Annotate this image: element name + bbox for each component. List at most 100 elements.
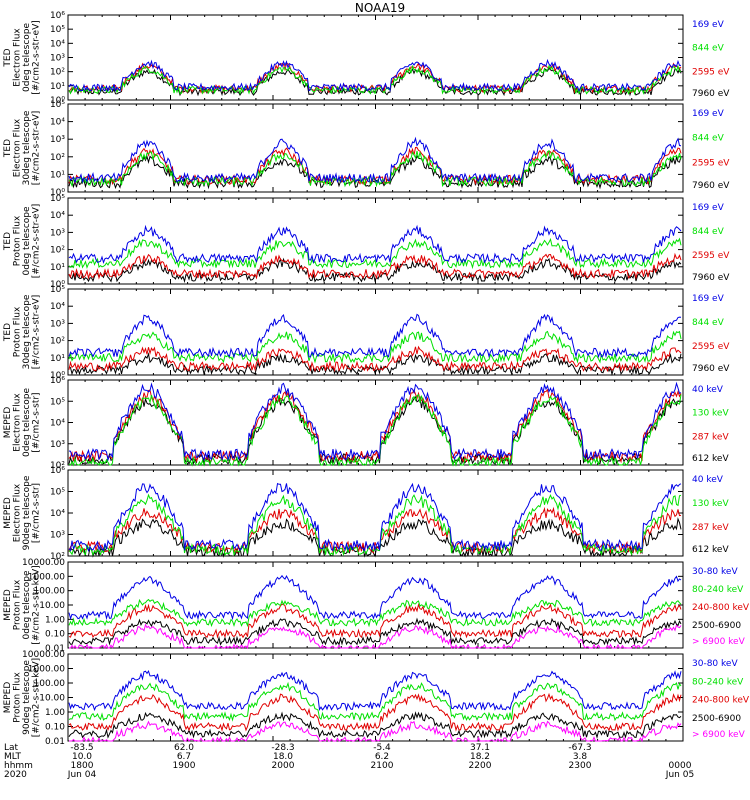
x-tick-label: 62.0 — [174, 743, 194, 753]
series-line — [68, 681, 682, 722]
y-axis-label-line: [#/cm2-s-str-eV] — [32, 111, 42, 186]
series-line — [68, 602, 682, 639]
y-axis-label-line: Proton Flux — [13, 215, 23, 266]
y-tick-label: 10³ — [50, 228, 65, 238]
y-tick-label: 10⁴ — [50, 39, 65, 49]
x-row-label: hhmm — [4, 761, 33, 771]
y-tick-label: 10⁵ — [50, 488, 65, 498]
legend-entry: 844 eV — [692, 318, 725, 328]
series-line — [68, 482, 682, 553]
legend-entry: 30-80 keV — [692, 567, 738, 577]
legend-entry: 80-240 keV — [692, 677, 744, 687]
legend-entry: 2595 eV — [692, 158, 730, 168]
series-line — [68, 313, 682, 359]
x-tick-label: 10.0 — [72, 752, 92, 762]
series-line — [68, 58, 681, 93]
y-axis-label-line: 0deg telescope — [22, 206, 32, 276]
series-line — [68, 257, 682, 284]
y-axis-label-line: Electron Flux — [13, 483, 23, 542]
series-line — [68, 517, 682, 558]
series-line — [68, 330, 682, 364]
x-tick-label: 2100 — [371, 761, 394, 771]
y-tick-label: 1.00 — [45, 615, 65, 625]
panel-ted-e-30: 10⁰ 10¹ 10² 10³ 10⁴ 10⁵ TED Electron Flux 30deg … — [3, 100, 730, 198]
series-line — [68, 711, 682, 740]
y-tick-label: 10¹ — [50, 170, 65, 180]
x-tick-label: 2200 — [469, 761, 492, 771]
x-tick-label: 18.0 — [273, 752, 293, 762]
legend-entry: 844 eV — [692, 134, 725, 144]
y-axis-label-line: MEPED — [3, 497, 13, 529]
x-tick-label: 6.7 — [177, 752, 191, 762]
x-tick-label: 1800 — [71, 761, 94, 771]
x-tick-label: 0000 — [669, 761, 692, 771]
series-line — [68, 574, 682, 621]
legend-entry: 2595 eV — [692, 67, 730, 77]
y-tick-label: 10¹ — [50, 263, 65, 273]
y-tick-label: 10³ — [50, 440, 65, 450]
y-axis-label-line: TED — [3, 139, 13, 158]
y-tick-label: 10² — [50, 552, 65, 562]
x-tick-label: Jun 05 — [665, 770, 694, 780]
legend-entry: 80-240 keV — [692, 585, 744, 595]
x-tick-label: -83.5 — [70, 743, 93, 753]
panel-ted-p-30: 10⁰ 10¹ 10² 10³ 10⁴ 10⁵ TED Proton Flux 30deg te… — [3, 285, 730, 381]
legend-entry: 2500-6900 — [692, 621, 741, 631]
y-axis-label-line: Electron Flux — [13, 118, 23, 177]
y-tick-label: 10.00 — [39, 694, 65, 704]
panel-ted-e-0: 10⁰ 10¹ 10² 10³ 10⁴ 10⁵ 10⁶ TED Electron Flux 0de… — [3, 11, 730, 106]
y-tick-label: 0.01 — [45, 644, 65, 654]
y-axis-label-line: MEPED — [3, 407, 13, 439]
legend-entry: 169 eV — [692, 109, 725, 119]
legend-entry: 169 eV — [692, 294, 725, 304]
y-tick-label: 1000.00 — [28, 665, 65, 675]
legend-entry: 2595 eV — [692, 342, 730, 352]
series-line — [68, 381, 682, 462]
y-tick-label: 10¹ — [50, 82, 65, 92]
y-tick-label: 10⁰ — [50, 96, 65, 106]
legend-entry: 7960 eV — [692, 89, 730, 99]
y-axis-label-line: [#/cm2-s-str-eV] — [32, 20, 42, 95]
y-axis-label-line: TED — [3, 323, 13, 342]
y-tick-label: 10⁵ — [50, 194, 65, 204]
y-tick-label: 1000.00 — [28, 572, 65, 582]
x-tick-label: 1900 — [173, 761, 196, 771]
panel-meped-p-90: 0.01 0.10 1.00 10.00 100.00 1000.00 10000.00 ME… — [3, 650, 750, 747]
y-axis-label-line: [#/cm2-s-str] — [32, 483, 42, 543]
y-tick-label: 10⁴ — [50, 419, 65, 429]
y-axis-label-line: Proton Flux — [13, 579, 23, 630]
legend-entry: 2500-6900 — [692, 714, 741, 724]
series-line — [68, 352, 682, 377]
x-tick-label: 3.8 — [573, 752, 588, 762]
legend-entry: 40 keV — [692, 385, 724, 395]
legend-entry: 287 keV — [692, 523, 729, 533]
y-tick-label: 10⁰ — [50, 280, 65, 290]
legend-entry: 844 eV — [692, 44, 725, 54]
y-tick-label: 10³ — [50, 54, 65, 64]
y-axis-label-line: [#/cm2-s-str-eV] — [32, 204, 42, 279]
y-tick-label: 10² — [50, 337, 65, 347]
y-axis-label-line: [#/cm2-s-str] — [32, 392, 42, 452]
legend-entry: 40 keV — [692, 475, 724, 485]
legend-entry: 7960 eV — [692, 364, 730, 374]
panel-ted-p-0: 10⁰ 10¹ 10² 10³ 10⁴ 10⁵ TED Proton Flux 0deg tel… — [3, 194, 730, 290]
y-axis-label-line: 30deg telescope — [22, 110, 32, 185]
y-axis-label-line: [#/cm2-s-str-keV] — [32, 565, 42, 644]
y-tick-label: 10² — [50, 461, 65, 471]
y-axis-label-line: 90deg telescope — [22, 475, 32, 550]
y-tick-label: 10⁴ — [50, 211, 65, 221]
series-line — [68, 155, 682, 190]
y-axis-label-line: [#/cm2-s-str-keV] — [32, 658, 42, 737]
series-line — [68, 252, 682, 280]
y-tick-label: 10⁴ — [50, 302, 65, 312]
legend-entry: 130 keV — [692, 409, 729, 419]
panel-meped-e-0: 10² 10³ 10⁴ 10⁵ 10⁶ MEPED Electron Flux 0deg te… — [3, 376, 729, 471]
x-tick-label: -5.4 — [373, 743, 391, 753]
legend-entry: > 6900 keV — [692, 730, 746, 740]
panel-meped-e-90: 10² 10³ 10⁴ 10⁵ 10⁶ MEPED Electron Flux 90deg t… — [3, 466, 729, 562]
y-tick-label: 10⁴ — [50, 118, 65, 128]
x-tick-label: Jun 04 — [67, 770, 97, 780]
y-axis-label-line: Proton Flux — [13, 672, 23, 723]
x-tick-label: -28.3 — [271, 743, 294, 753]
